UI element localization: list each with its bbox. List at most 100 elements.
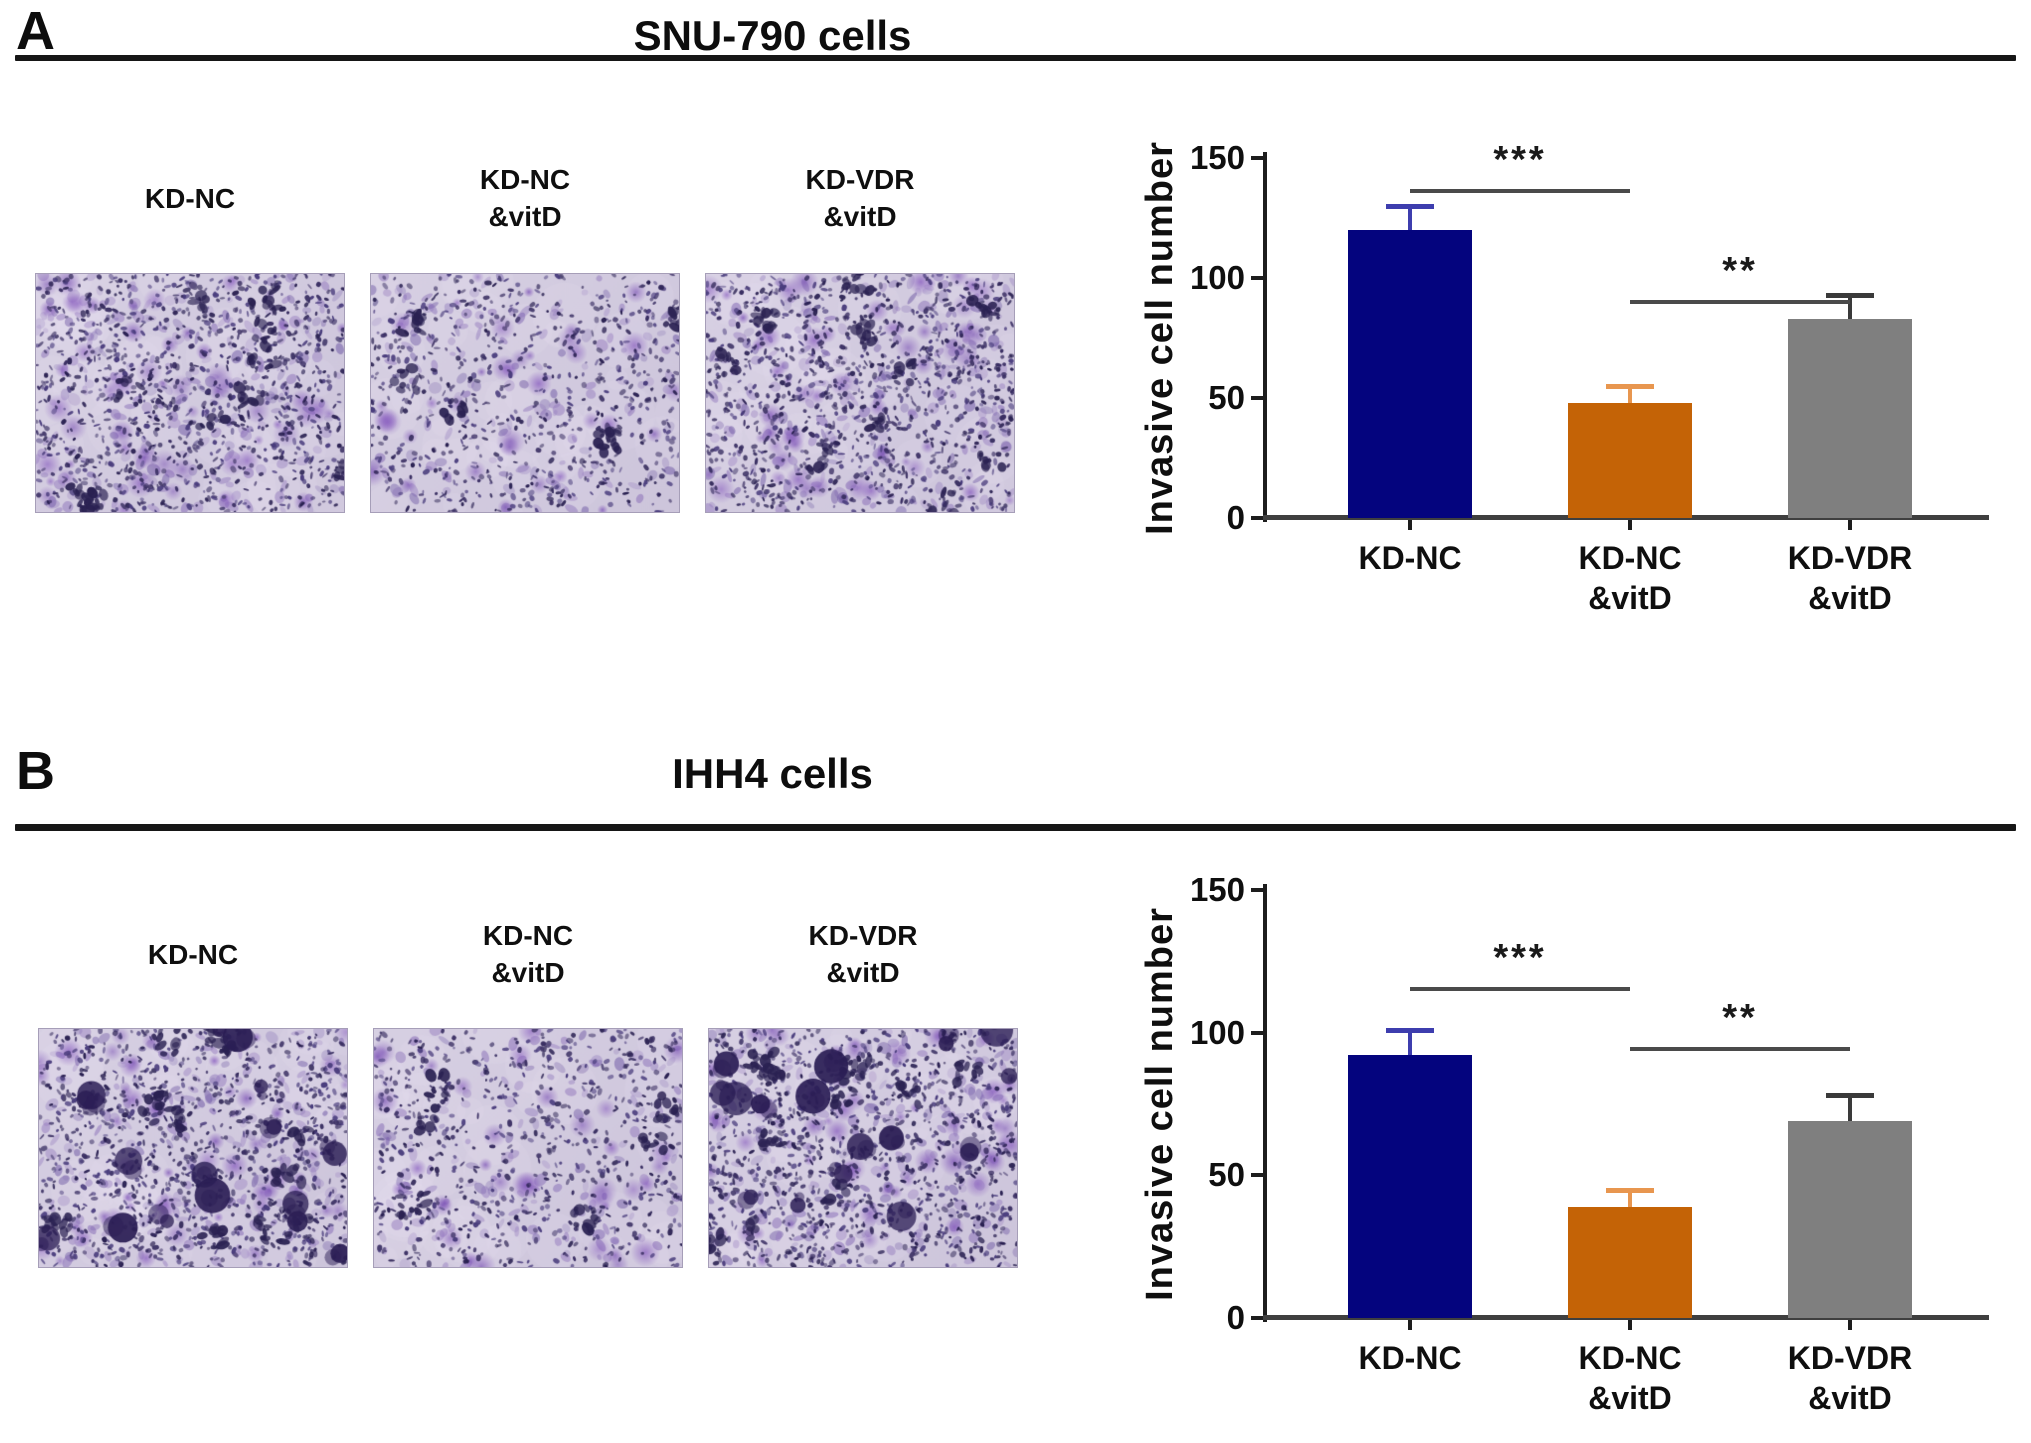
error-bar-stem <box>1628 1189 1632 1207</box>
y-axis-tick <box>1251 1316 1265 1320</box>
image-label-line: KD-NC <box>147 938 239 970</box>
error-bar-stem <box>1848 1095 1852 1122</box>
microscopy-image-label: KD-VDR &vitD <box>708 900 1018 1008</box>
image-label-line: KD-NC <box>482 920 574 951</box>
x-axis-category-label: KD-NC <box>1290 1338 1530 1378</box>
microscopy-image-label: KD-NC &vitD <box>373 900 683 1008</box>
x-axis-category-label: KD-NC <box>1290 538 1530 578</box>
x-axis-category-label: KD-NC &vitD <box>1510 538 1750 618</box>
x-axis-tick <box>1628 520 1632 530</box>
x-axis-category-label: KD-VDR &vitD <box>1730 538 1970 618</box>
microscopy-image <box>35 273 345 513</box>
significance-line <box>1630 1046 1850 1051</box>
y-axis-tick <box>1251 1173 1265 1178</box>
error-bar-cap <box>1386 1027 1434 1033</box>
y-axis-tick <box>1251 516 1265 520</box>
panel-a-microscopy-row <box>35 273 1015 515</box>
microscopy-image <box>370 273 680 513</box>
microscopy-image-label: KD-NC <box>35 146 345 250</box>
x-axis-category-line: KD-NC <box>1578 540 1682 576</box>
y-axis-tick <box>1251 396 1265 400</box>
microscopy-image-label: KD-NC &vitD <box>370 146 680 250</box>
x-axis-tick <box>1848 520 1852 530</box>
image-label-line: KD-VDR <box>805 164 915 195</box>
bar-kd-vdr-&vitd <box>1788 318 1912 518</box>
y-axis-tick-label: 100 <box>1189 1013 1245 1051</box>
x-axis-category-line: &vitD <box>1808 580 1892 616</box>
y-axis-tick <box>1251 156 1265 160</box>
image-label-line: &vitD <box>491 957 565 988</box>
y-axis-tick-label: 50 <box>1208 1156 1245 1194</box>
y-axis-tick-label: 150 <box>1189 871 1245 908</box>
bar-kd-nc <box>1348 1055 1472 1318</box>
bar-kd-nc <box>1348 230 1472 518</box>
panel-a-letter: A <box>16 1 55 61</box>
y-axis-line <box>1263 152 1267 522</box>
error-bar-cap <box>1606 384 1654 389</box>
significance-line <box>1410 987 1630 991</box>
error-bar-cap <box>1826 292 1874 298</box>
bar-kd-nc-&vitd <box>1568 402 1692 518</box>
significance-label: ** <box>1722 996 1758 1039</box>
error-bar-cap <box>1606 1187 1654 1193</box>
x-axis-tick <box>1628 1320 1632 1330</box>
significance-label: *** <box>1493 937 1547 979</box>
x-axis-category-line: KD-NC <box>1358 540 1462 576</box>
significance-label: *** <box>1493 139 1547 182</box>
x-axis-category-line: KD-NC <box>1578 1340 1682 1376</box>
panel-a-title: SNU-790 cells <box>633 12 912 59</box>
significance-label: ** <box>1722 249 1758 292</box>
x-axis-category-line: KD-NC <box>1358 1340 1462 1376</box>
error-bar-stem <box>1408 206 1412 230</box>
panel-b-image-label-row: KD-NC KD-NC &vitD KD-VDR &vitD <box>38 900 1018 1008</box>
microscopy-image <box>373 1028 683 1268</box>
x-axis-category-label: KD-NC &vitD <box>1510 1338 1750 1418</box>
x-axis-tick <box>1408 1320 1412 1330</box>
x-axis-tick <box>1848 1320 1852 1330</box>
image-label-line: &vitD <box>823 201 897 232</box>
significance-line <box>1630 299 1850 304</box>
y-axis-tick-label: 50 <box>1208 379 1245 416</box>
panel-b-letter: B <box>16 741 55 801</box>
y-axis-tick <box>1251 1030 1265 1035</box>
y-axis-tick-label: 150 <box>1189 139 1245 176</box>
panel-a-divider-rule <box>15 55 2016 61</box>
y-axis-tick-label: 100 <box>1189 259 1245 296</box>
x-axis-category-line: KD-VDR <box>1787 1340 1913 1376</box>
image-label-line: &vitD <box>826 957 900 988</box>
x-axis-category-line: KD-VDR <box>1787 540 1913 576</box>
y-axis-line <box>1263 884 1267 1322</box>
panel-b-bar-chart: Invasive cell number 0 50 100 150 KD-NC KD-NC &… <box>1139 872 1989 1416</box>
microscopy-image-label: KD-NC <box>38 900 348 1008</box>
panel-a-bar-chart: Invasive cell number 0 50 100 150 KD-NC KD-NC &… <box>1139 139 1989 616</box>
y-axis-tick <box>1251 888 1265 892</box>
x-axis-category-label: KD-VDR &vitD <box>1730 1338 1970 1418</box>
bar-kd-nc-&vitd <box>1568 1206 1692 1318</box>
y-axis-tick-label: 0 <box>1226 1299 1245 1336</box>
error-bar-stem <box>1628 386 1632 403</box>
error-bar-cap <box>1386 204 1434 209</box>
panel-a-image-label-row: KD-NC KD-NC &vitD KD-VDR &vitD <box>35 146 1015 250</box>
image-label-line: &vitD <box>488 201 562 232</box>
image-label-line: KD-NC <box>144 182 236 214</box>
error-bar-stem <box>1408 1029 1412 1056</box>
x-axis-tick <box>1408 520 1412 530</box>
panel-b-microscopy-row <box>38 1028 1018 1268</box>
microscopy-image <box>38 1028 348 1268</box>
image-label-line: KD-NC <box>479 164 571 195</box>
error-bar-stem <box>1848 294 1852 319</box>
image-label-line: KD-VDR <box>808 920 918 951</box>
y-axis-tick <box>1251 276 1265 280</box>
microscopy-image-label: KD-VDR &vitD <box>705 146 1015 250</box>
significance-line <box>1410 189 1630 194</box>
panel-b-title: IHH4 cells <box>672 750 873 797</box>
x-axis-category-line: &vitD <box>1588 1380 1672 1416</box>
bar-kd-vdr-&vitd <box>1788 1121 1912 1318</box>
microscopy-image <box>705 273 1015 513</box>
error-bar-cap <box>1826 1093 1874 1099</box>
x-axis-category-line: &vitD <box>1808 1380 1892 1416</box>
microscopy-image <box>708 1028 1018 1268</box>
y-axis-tick-label: 0 <box>1226 499 1245 536</box>
x-axis-category-line: &vitD <box>1588 580 1672 616</box>
